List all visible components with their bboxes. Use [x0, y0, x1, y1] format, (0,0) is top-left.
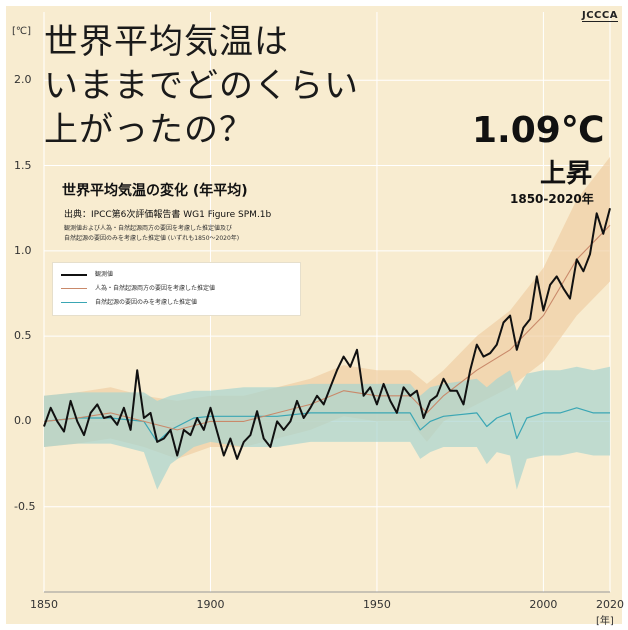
series-line-human-natural — [43, 224, 611, 431]
highlight-value: 1.09℃ — [472, 110, 605, 151]
y-tick-label-5: -0.5 — [14, 499, 36, 513]
x-tick-label-1: 1900 — [196, 598, 225, 611]
y-axis-unit: [℃] — [12, 26, 32, 37]
legend: 観測値 人為・自然起源両方の要因を考慮した推定値 自然起源の要因のみを考慮した推… — [52, 262, 301, 316]
logo: JCCCA — [582, 10, 618, 22]
x-axis-unit: [年] — [596, 616, 614, 627]
x-tick-label-0: 1850 — [30, 598, 58, 611]
legend-swatch-natural-only — [61, 302, 87, 303]
legend-label-natural-only: 自然起源の要因のみを考慮した推定値 — [95, 299, 198, 306]
y-tick-label-2: 1.0 — [14, 243, 32, 257]
y-tick-label-0: 2.0 — [14, 73, 32, 87]
legend-item-observed: 観測値 — [61, 269, 291, 281]
chart-note: 観測値および人為・自然起源両方の要因を考慮した推定値及び 自然起源の要因のみを考… — [64, 225, 240, 242]
chart-title: 世界平均気温の変化 (年平均) — [62, 183, 248, 199]
x-tick-label-3: 2000 — [529, 598, 558, 611]
chart-source: 出典：IPCC第6次評価報告書 WG1 Figure SPM.1b — [64, 210, 272, 220]
band-natural-only — [44, 366, 610, 490]
y-tick-label-4: 0.0 — [14, 414, 32, 428]
legend-swatch-observed — [61, 274, 87, 276]
legend-item-natural-only: 自然起源の要因のみを考慮した推定値 — [61, 297, 291, 309]
y-tick-label-1: 1.5 — [14, 158, 32, 172]
legend-swatch-human-natural — [61, 288, 87, 289]
x-tick-label-2: 1950 — [362, 598, 391, 611]
x-tick-label-4: 2020 — [596, 598, 624, 611]
legend-label-observed: 観測値 — [95, 271, 114, 278]
highlight-period: 1850-2020年 — [510, 192, 594, 206]
highlight-label: 上昇 — [540, 159, 593, 189]
series-line-natural-only — [43, 407, 610, 443]
headline: 世界平均気温は いままでどのくらい 上がったの？ — [44, 22, 359, 150]
series-line-observed — [43, 207, 611, 460]
y-tick-label-3: 0.5 — [14, 329, 32, 343]
legend-label-human-natural: 人為・自然起源両方の要因を考慮した推定値 — [95, 285, 216, 292]
legend-item-human-natural: 人為・自然起源両方の要因を考慮した推定値 — [61, 283, 291, 295]
